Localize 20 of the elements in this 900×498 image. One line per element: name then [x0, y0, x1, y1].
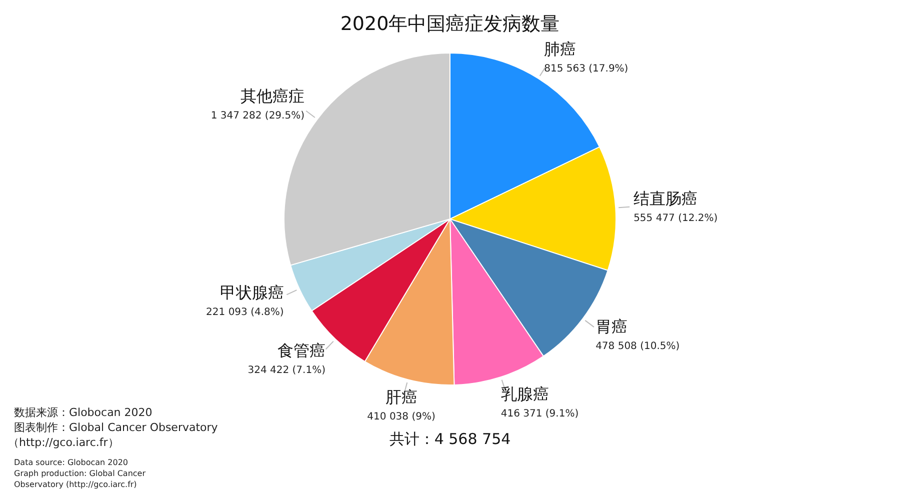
slice-label: 肺癌 — [544, 39, 576, 58]
data-label: 1 347 282 (29.5%) — [210, 110, 305, 122]
slice-label: 其他癌症 — [240, 86, 304, 106]
source-note: 数据来源：Globocan 2020 图表制作：Global Cancer Observatory （http://gco.iarc.fr） — [8, 406, 218, 449]
data-label: 555 477 (12.2%) — [634, 213, 718, 224]
slice-label: 结直肠癌 — [634, 189, 698, 208]
data-label: 410 038 (9%) — [367, 412, 436, 423]
data-label: 221 093 (4.8%) — [206, 306, 284, 318]
chart-title: 2020年中国癌症发病数量 — [340, 13, 560, 35]
slice-label: 甲状腺癌 — [220, 282, 284, 302]
data-label: 324 422 (7.1%) — [248, 364, 326, 376]
slice-label: 食管癌 — [278, 340, 326, 360]
data-label: 478 508 (10.5%) — [596, 341, 680, 352]
data-label: 416 371 (9.1%) — [500, 408, 579, 420]
slice-label: 乳腺癌 — [500, 384, 549, 404]
slice-label: 肝癌 — [385, 388, 418, 407]
data-label: 815 563 (17.9%) — [544, 63, 628, 74]
slice-label: 胃癌 — [596, 317, 628, 336]
source-note: Data source: Globocan 2020 Graph production: Global Cancer Observatory (http://gco.iarc.fr) — [14, 458, 146, 489]
text: 共计：4 568 754 — [389, 430, 511, 448]
